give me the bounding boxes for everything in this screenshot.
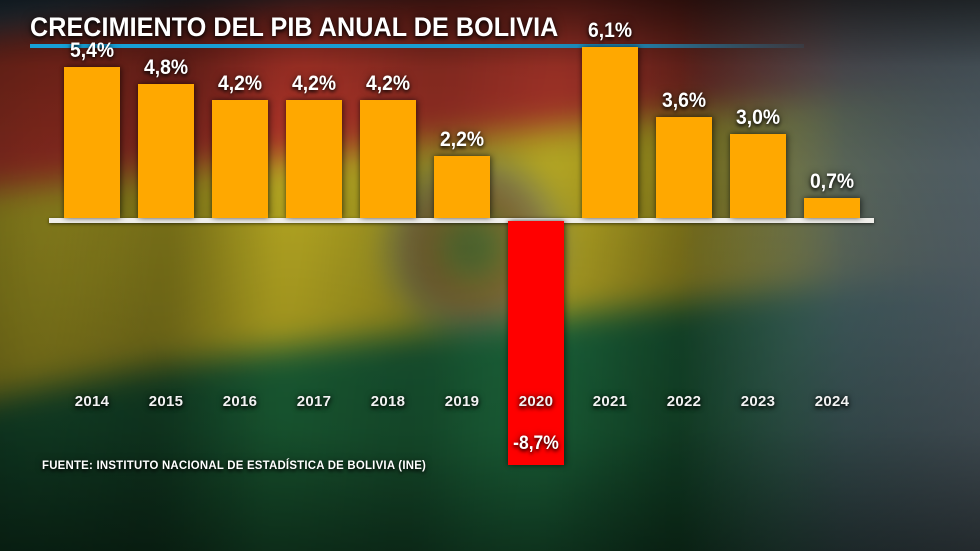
x-axis-label-2019: 2019	[444, 393, 480, 410]
bar-value-label-2016: 4,2%	[217, 72, 263, 96]
title-underline	[30, 44, 804, 48]
bar-2023	[730, 134, 786, 218]
x-axis-label-2022: 2022	[666, 393, 702, 410]
bar-value-label-2014: 5,4%	[69, 38, 115, 62]
bar-2020	[508, 221, 564, 465]
bar-2016	[212, 100, 268, 218]
header: CRECIMIENTO DEL PIB ANUAL DE BOLIVIA	[0, 0, 980, 52]
bar-value-label-2015: 4,8%	[143, 55, 189, 79]
bar-2024	[804, 198, 860, 218]
bar-2022	[656, 117, 712, 218]
bar-value-label-2021: 6,1%	[587, 19, 633, 43]
bar-value-label-2019: 2,2%	[439, 128, 485, 152]
bar-2015	[138, 83, 194, 218]
bar-2017	[286, 100, 342, 218]
x-axis-label-2016: 2016	[222, 393, 258, 410]
bar-value-label-2022: 3,6%	[661, 89, 707, 113]
page-title: CRECIMIENTO DEL PIB ANUAL DE BOLIVIA	[30, 12, 559, 42]
x-axis-label-2017: 2017	[296, 393, 332, 410]
bar-value-label-2020: -8,7%	[513, 432, 559, 454]
x-axis-label-2015: 2015	[148, 393, 184, 410]
x-axis-label-2024: 2024	[814, 393, 850, 410]
bar-value-label-2018: 4,2%	[365, 72, 411, 96]
bar-value-label-2023: 3,0%	[735, 106, 781, 129]
x-axis-label-2018: 2018	[370, 393, 406, 410]
x-axis-label-2023: 2023	[740, 393, 776, 410]
bar-2021	[582, 47, 638, 218]
bar-2014	[64, 66, 120, 218]
x-axis-label-2014: 2014	[74, 393, 110, 410]
bar-2018	[360, 100, 416, 218]
bar-2019	[434, 156, 490, 218]
zero-baseline	[49, 218, 874, 223]
x-axis-label-2021: 2021	[592, 393, 628, 410]
bar-value-label-2024: 0,7%	[809, 170, 855, 194]
source-note: FUENTE: INSTITUTO NACIONAL DE ESTADÍSTIC…	[42, 458, 427, 472]
bar-value-label-2017: 4,2%	[291, 72, 337, 96]
x-axis-label-2020: 2020	[518, 393, 554, 410]
